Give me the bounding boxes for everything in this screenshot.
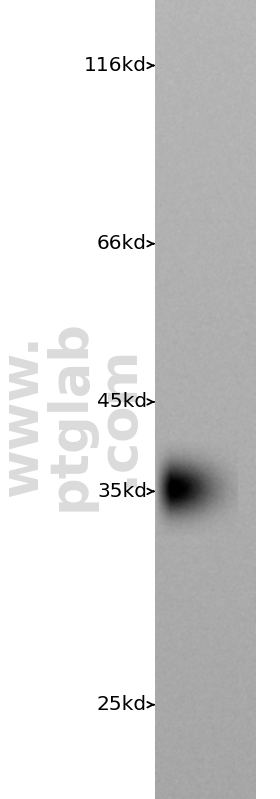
Text: 116kd: 116kd [84, 56, 147, 75]
Text: 35kd: 35kd [97, 482, 147, 501]
Text: 25kd: 25kd [97, 695, 147, 714]
Text: 45kd: 45kd [97, 392, 147, 411]
Text: www.
ptglab
.com: www. ptglab .com [0, 320, 144, 511]
Text: 66kd: 66kd [97, 234, 147, 253]
